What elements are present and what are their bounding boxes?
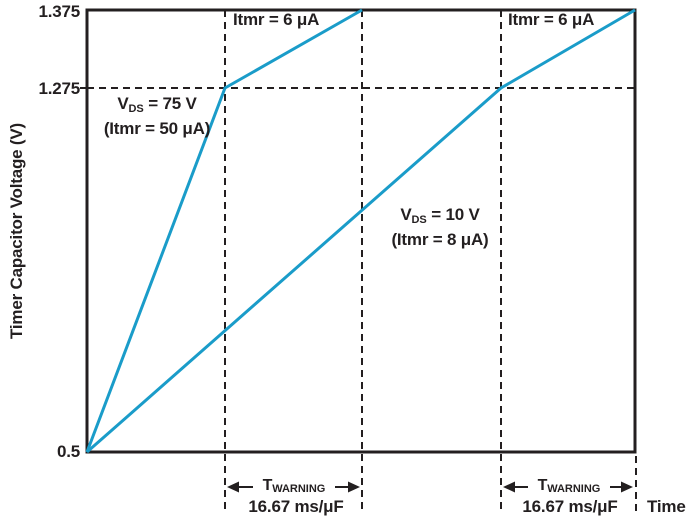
vds75-line2: (Itmr = 50 μA) bbox=[103, 119, 211, 138]
twarning-arrowhead-left-0 bbox=[227, 481, 239, 493]
annotation-vds-10v: VDS = 10 V (Itmr = 8 μA) bbox=[378, 205, 502, 250]
twarning-arrowhead-left-1 bbox=[503, 481, 515, 493]
vds10-line2: (Itmr = 8 μA) bbox=[391, 230, 489, 249]
voltage-trace-0 bbox=[85, 8, 363, 453]
annotation-vds-75v: VDS = 75 V (Itmr = 50 μA) bbox=[92, 94, 222, 139]
y-tick-1275: 1.275 bbox=[38, 79, 80, 98]
vds75-line1: VDS = 75 V bbox=[117, 94, 197, 115]
y-axis-title: Timer Capacitor Voltage (V) bbox=[7, 123, 26, 339]
x-axis-title: Time bbox=[647, 497, 686, 516]
twarning-arrowhead-right-0 bbox=[348, 481, 360, 493]
annotation-itmr-6ua-left: Itmr = 6 μA bbox=[233, 10, 320, 29]
voltage-trace-1 bbox=[86, 8, 636, 454]
annotation-rate-right: 16.67 ms/μF bbox=[522, 497, 618, 516]
annotation-twarning-left: TWARNING bbox=[262, 477, 326, 495]
vds10-line1: VDS = 10 V bbox=[400, 205, 480, 226]
annotation-itmr-6ua-right: Itmr = 6 μA bbox=[508, 10, 595, 29]
y-tick-1375: 1.375 bbox=[38, 2, 80, 21]
twarning-arrowhead-right-1 bbox=[621, 481, 633, 493]
annotation-rate-left: 16.67 ms/μF bbox=[248, 497, 344, 516]
y-tick-0p5: 0.5 bbox=[56, 442, 80, 461]
annotation-twarning-right: TWARNING bbox=[537, 477, 601, 495]
